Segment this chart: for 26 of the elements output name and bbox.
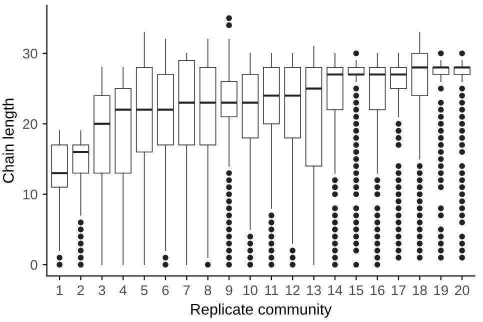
x-tick-label: 12	[286, 285, 300, 296]
x-tick-label: 11	[265, 285, 278, 296]
y-tick-label: 20	[23, 119, 38, 129]
x-tick-label: 8	[204, 285, 212, 296]
x-tick-label: 4	[120, 285, 127, 296]
x-axis-title: Replicate community	[191, 303, 332, 318]
y-tick-label: 0	[30, 260, 38, 270]
x-tick-label: 15	[349, 285, 364, 296]
x-tick-label: 7	[184, 285, 190, 296]
x-tick-label: 18	[413, 285, 427, 296]
y-axis-title: Chain length	[2, 98, 17, 183]
x-tick-label: 14	[328, 285, 342, 296]
x-tick-label: 16	[370, 285, 384, 296]
y-tick-label: 10	[23, 190, 38, 200]
x-tick-label: 20	[455, 285, 470, 296]
x-tick-label: 10	[244, 285, 258, 296]
x-tick-label: 5	[140, 285, 148, 296]
x-tick-label: 17	[392, 285, 406, 296]
x-tick-label: 2	[78, 285, 84, 296]
x-tick-label: 1	[56, 285, 63, 296]
x-tick-label: 13	[307, 285, 321, 296]
x-tick-label: 3	[98, 285, 106, 296]
y-tick-label: 30	[22, 48, 38, 59]
x-tick-label: 9	[226, 285, 232, 296]
x-tick-label: 6	[162, 285, 169, 296]
x-tick-label: 19	[434, 285, 448, 296]
